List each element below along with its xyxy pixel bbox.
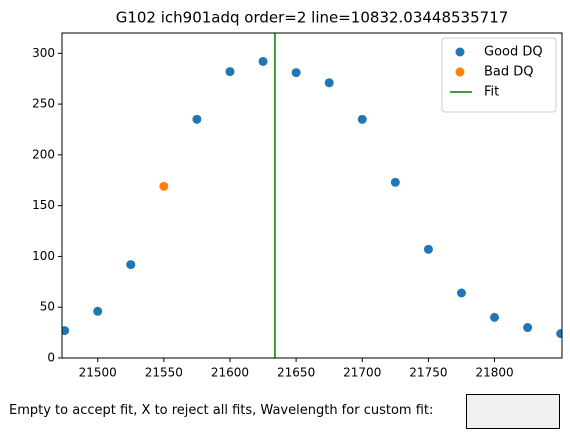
point bbox=[159, 181, 169, 191]
x-tick-label: 21700 bbox=[343, 366, 381, 380]
x-tick-label: 21800 bbox=[475, 366, 513, 380]
point bbox=[258, 56, 268, 66]
point bbox=[192, 114, 202, 124]
point bbox=[126, 260, 136, 270]
y-tick-label: 250 bbox=[32, 97, 55, 111]
legend-label: Fit bbox=[484, 85, 499, 100]
input-label: Empty to accept fit, X to reject all fit… bbox=[9, 403, 434, 418]
x-tick-label: 21750 bbox=[409, 366, 447, 380]
y-tick-label: 200 bbox=[32, 147, 55, 161]
point bbox=[62, 326, 70, 336]
y-tick-label: 100 bbox=[32, 249, 55, 263]
chart: G102 ich901adq order=2 line=10832.034485… bbox=[32, 9, 563, 380]
chart-title: G102 ich901adq order=2 line=10832.034485… bbox=[116, 9, 509, 27]
legend-marker bbox=[455, 67, 465, 77]
point bbox=[225, 67, 235, 77]
point bbox=[490, 312, 500, 322]
x-tick-label: 21600 bbox=[211, 366, 249, 380]
point bbox=[423, 244, 433, 254]
axes-frame bbox=[61, 32, 563, 359]
legend-marker bbox=[455, 47, 465, 57]
point bbox=[390, 177, 400, 187]
text-input[interactable] bbox=[466, 394, 560, 429]
point bbox=[291, 68, 301, 78]
legend-label: Bad DQ bbox=[484, 65, 534, 80]
point bbox=[523, 323, 533, 333]
x-tick-label: 21500 bbox=[79, 366, 117, 380]
point bbox=[556, 329, 562, 339]
x-tick-label: 21550 bbox=[145, 366, 183, 380]
point bbox=[456, 288, 466, 298]
point bbox=[357, 114, 367, 124]
plot-area bbox=[62, 33, 562, 358]
point bbox=[93, 306, 103, 316]
y-tick-label: 300 bbox=[32, 46, 55, 60]
y-tick-label: 150 bbox=[32, 198, 55, 212]
legend-label: Good DQ bbox=[484, 45, 543, 60]
legend-box bbox=[441, 37, 557, 113]
point bbox=[324, 78, 334, 88]
y-tick-label: 0 bbox=[47, 351, 55, 365]
x-tick-label: 21650 bbox=[277, 366, 315, 380]
y-tick-label: 50 bbox=[40, 300, 55, 314]
